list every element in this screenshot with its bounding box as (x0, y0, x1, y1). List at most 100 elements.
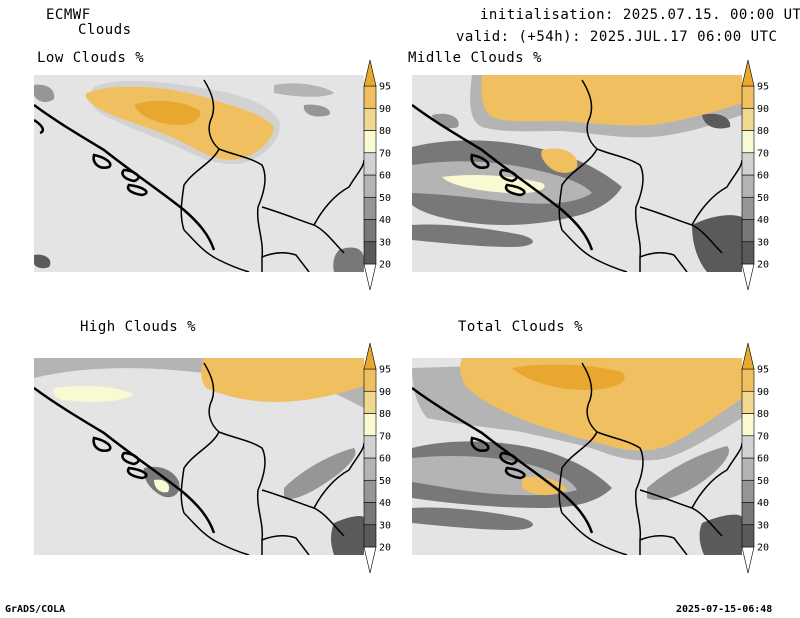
colorbar-tick-label: 30 (379, 520, 391, 531)
borders-low (180, 79, 364, 272)
colorbar-bin (741, 502, 755, 526)
colorbar-bin (363, 85, 377, 109)
colorbar-bin (363, 390, 377, 414)
colorbar-tick-label: 95 (379, 82, 391, 93)
colorbar-tick-label: 40 (757, 215, 769, 226)
colorbar-bin (363, 342, 377, 370)
colorbar-tick-label: 30 (757, 520, 769, 531)
panel-title-total: Total Clouds % (458, 319, 584, 335)
colorbar-bin (741, 368, 755, 392)
colorbar-tick-label: 70 (757, 148, 769, 159)
colorbar-bin (741, 546, 755, 574)
colorbar-bin (363, 152, 377, 176)
colorbar-tick-label: 20 (379, 260, 391, 271)
colorbar-tick-label: 50 (757, 476, 769, 487)
colorbar-bin (741, 85, 755, 109)
colorbar-bin (363, 368, 377, 392)
colorbar-tick-label: 40 (379, 215, 391, 226)
colorbar-bin (741, 263, 755, 291)
colorbar-tick-label: 30 (379, 237, 391, 248)
colorbar-tick-label: 50 (757, 193, 769, 204)
colorbar-bin (363, 435, 377, 459)
borders-high (180, 362, 364, 555)
cloud-field-high (34, 358, 364, 555)
colorbar-tick-label: 20 (757, 260, 769, 271)
colorbar-low: 20 30 40 50 60 70 80 90 95 (363, 59, 391, 291)
coastlines-middle (412, 103, 594, 251)
colorbar-bin (741, 196, 755, 220)
cloud-field-middle (412, 75, 742, 272)
colorbar-bin (363, 241, 377, 265)
colorbar-tick-label: 80 (757, 126, 769, 137)
colorbar-bin (363, 196, 377, 220)
colorbar-bin (363, 524, 377, 548)
colorbar-tick-label: 95 (757, 82, 769, 93)
colorbar-bin (741, 435, 755, 459)
initialisation-label: initialisation: 2025.07.15. 00:00 UTC (480, 7, 800, 23)
colorbar-bin (741, 524, 755, 548)
panel-title-low: Low Clouds % (37, 50, 145, 66)
colorbar-tick-label: 50 (379, 193, 391, 204)
colorbar-tick-label: 95 (379, 365, 391, 376)
colorbar-bin (741, 342, 755, 370)
colorbar-tick-label: 20 (379, 543, 391, 554)
colorbar-tick-label: 50 (379, 476, 391, 487)
product-label: Clouds (78, 22, 132, 38)
colorbar-bin (741, 130, 755, 154)
colorbar-tick-label: 70 (379, 431, 391, 442)
borders-total (558, 362, 742, 555)
colorbar-bin (741, 413, 755, 437)
panel-title-middle: Midlle Clouds % (408, 50, 542, 66)
colorbar-bin (363, 413, 377, 437)
footer-timestamp: 2025-07-15-06:48 (676, 604, 773, 615)
colorbar-middle: 20 30 40 50 60 70 80 90 95 (741, 59, 769, 291)
colorbar-bin (741, 241, 755, 265)
colorbar-bin (741, 457, 755, 481)
colorbar-tick-label: 80 (379, 409, 391, 420)
colorbar-bin (741, 59, 755, 87)
map-panel-low (34, 75, 364, 272)
cloud-field-total (412, 358, 742, 555)
colorbar-tick-label: 95 (757, 365, 769, 376)
colorbar-bin (363, 457, 377, 481)
colorbar-bin (363, 263, 377, 291)
colorbar-tick-label: 60 (757, 171, 769, 182)
valid-time-label: valid: (+54h): 2025.JUL.17 06:00 UTC (456, 29, 778, 45)
colorbar-tick-label: 40 (379, 498, 391, 509)
borders-middle (558, 79, 742, 272)
colorbar-bin (741, 152, 755, 176)
colorbar-bin (741, 479, 755, 503)
colorbar-bin (363, 130, 377, 154)
colorbar-tick-label: 90 (757, 387, 769, 398)
colorbar-bin (363, 479, 377, 503)
colorbar-tick-label: 60 (379, 454, 391, 465)
colorbar-tick-label: 70 (757, 431, 769, 442)
colorbar-tick-label: 80 (757, 409, 769, 420)
coastlines-high (34, 386, 216, 534)
footer-software-label: GrADS/COLA (5, 604, 66, 615)
colorbar-bin (741, 174, 755, 198)
colorbar-tick-label: 90 (379, 387, 391, 398)
colorbar-tick-label: 70 (379, 148, 391, 159)
colorbar-tick-label: 40 (757, 498, 769, 509)
colorbar-tick-label: 60 (757, 454, 769, 465)
colorbar-bin (363, 546, 377, 574)
colorbar-tick-label: 90 (757, 104, 769, 115)
colorbar-bin (363, 502, 377, 526)
colorbar-bin (363, 107, 377, 131)
map-panel-high (34, 358, 364, 555)
colorbar-bin (363, 219, 377, 243)
cloud-field-low (34, 80, 364, 272)
map-panel-middle (412, 75, 742, 272)
colorbar-tick-label: 90 (379, 104, 391, 115)
panel-title-high: High Clouds % (80, 319, 197, 335)
colorbar-bin (741, 219, 755, 243)
map-panel-total (412, 358, 742, 555)
colorbar-tick-label: 20 (757, 543, 769, 554)
colorbar-high: 20 30 40 50 60 70 80 90 95 (363, 342, 391, 574)
colorbar-bin (741, 390, 755, 414)
colorbar-total: 20 30 40 50 60 70 80 90 95 (741, 342, 769, 574)
colorbar-tick-label: 80 (379, 126, 391, 137)
coastlines-total (412, 386, 594, 534)
coastlines-low (34, 103, 216, 251)
